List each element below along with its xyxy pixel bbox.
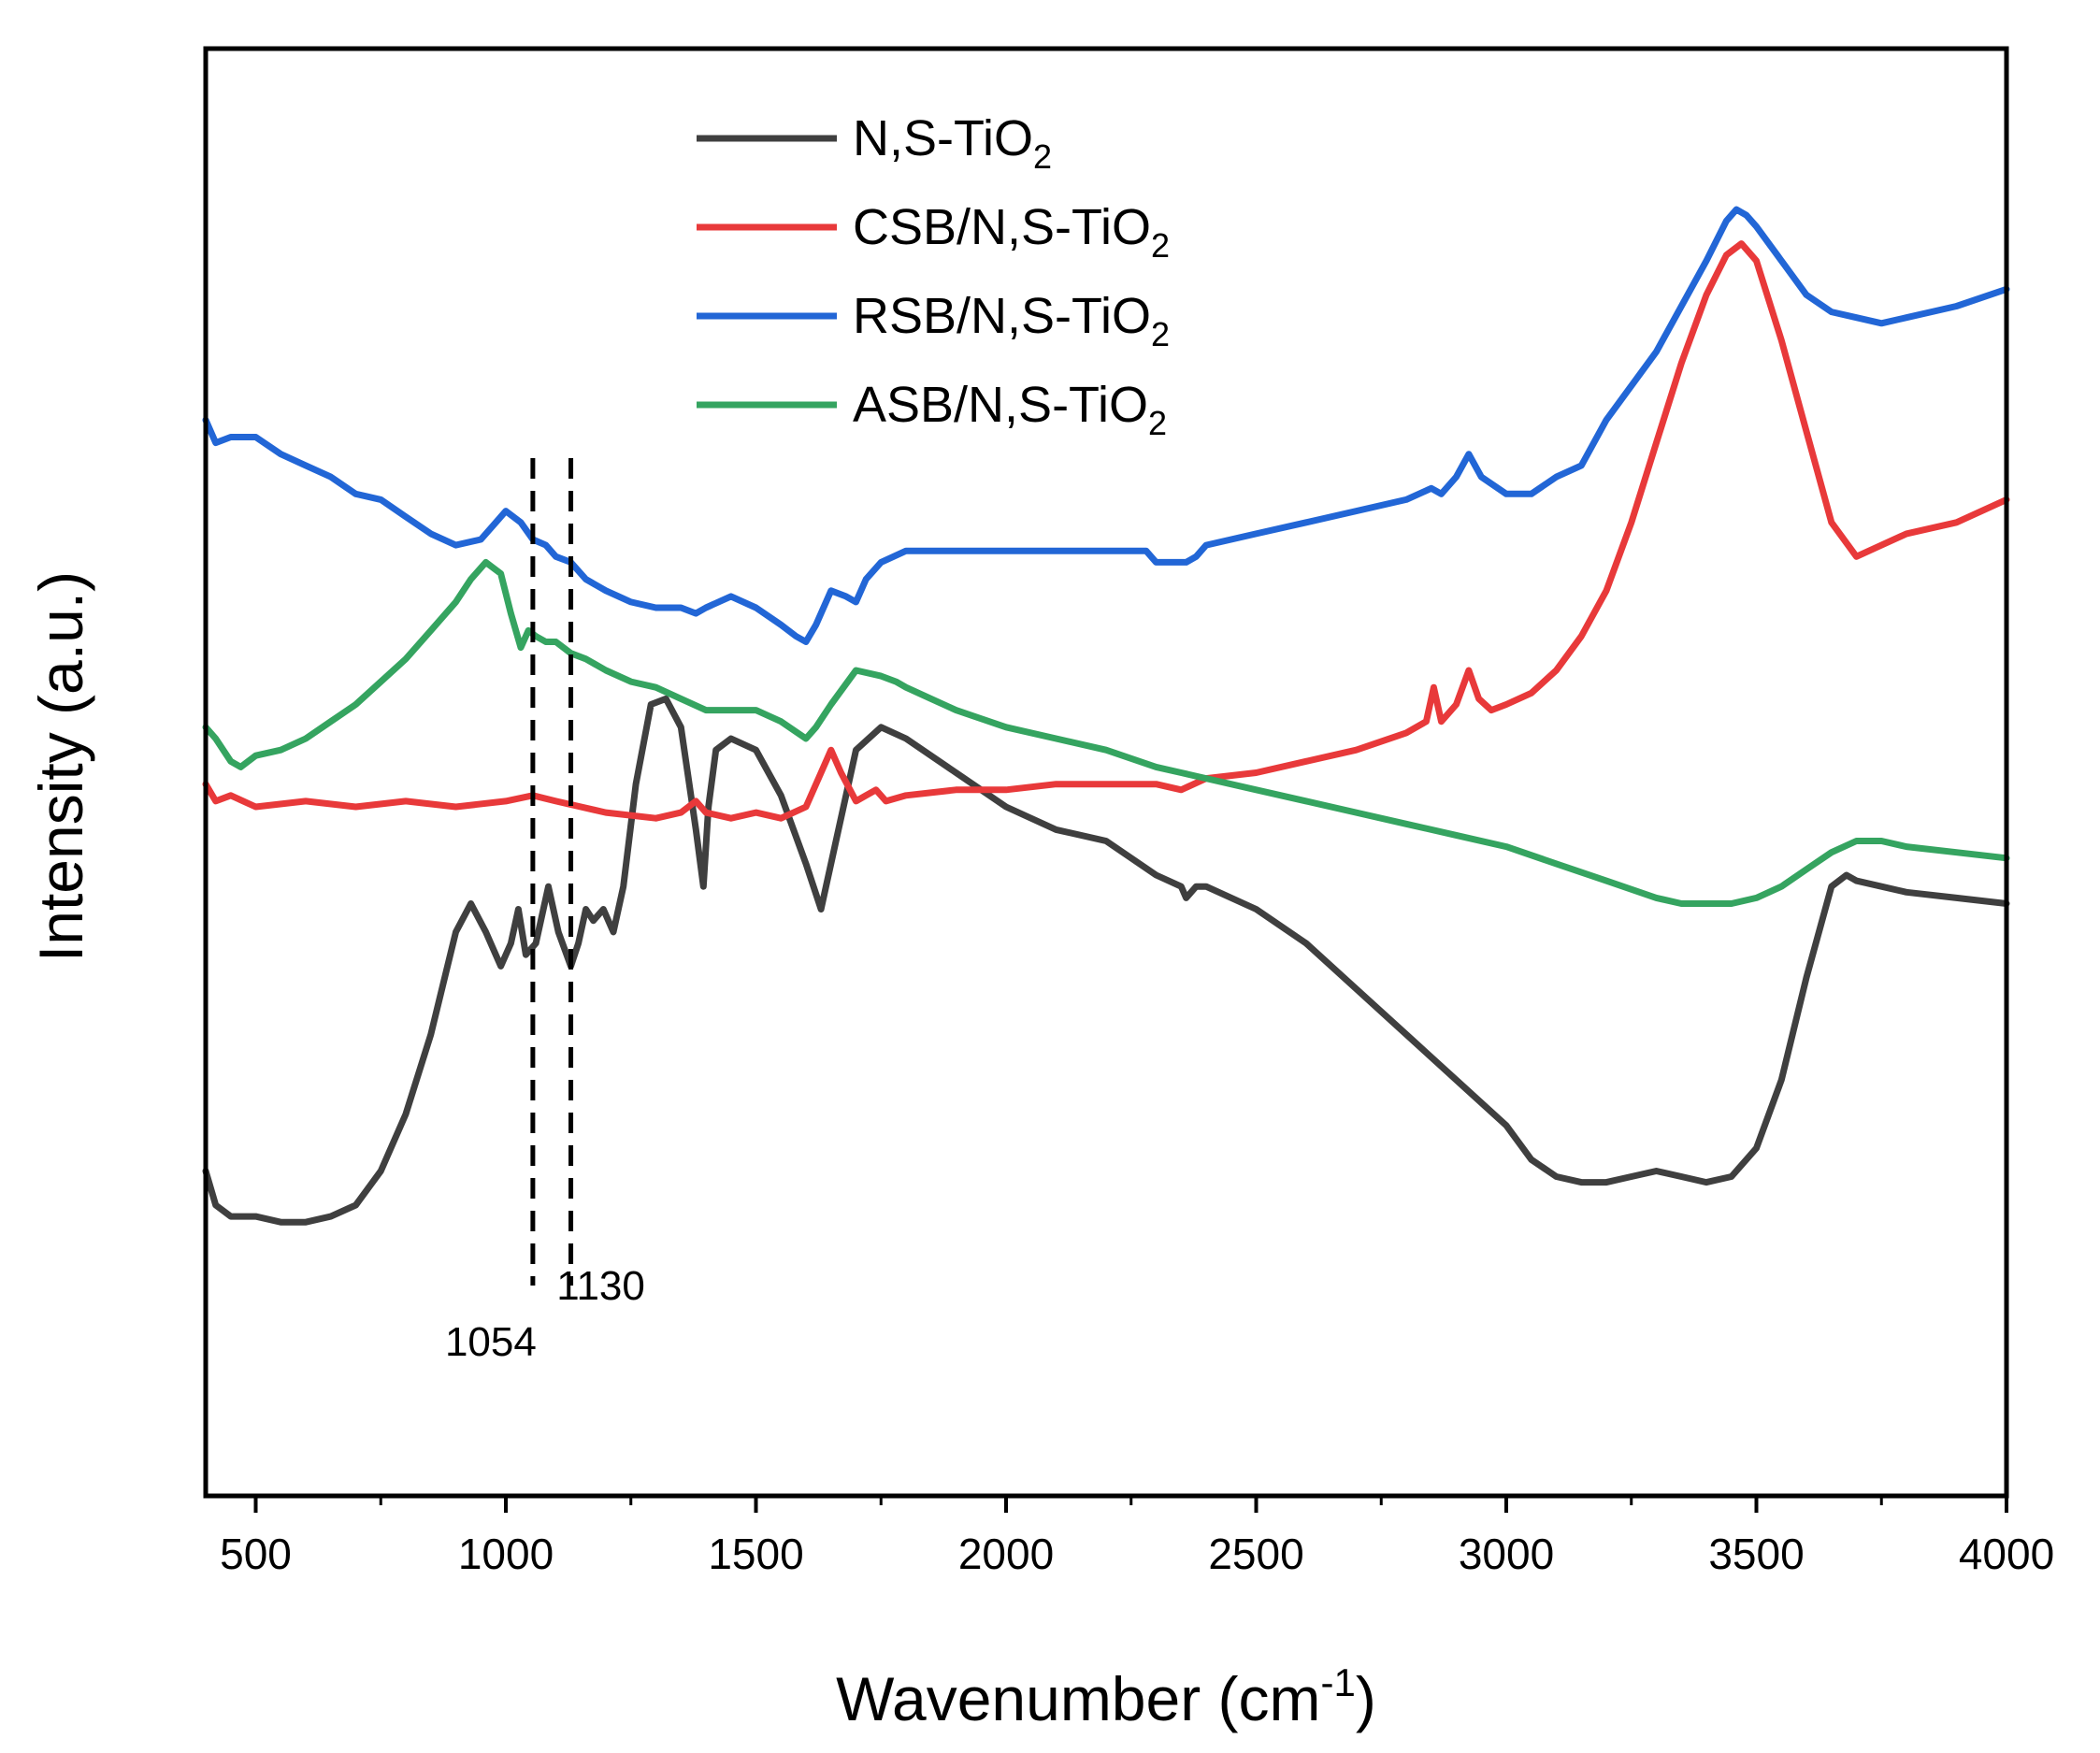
x-axis-title: Wavenumber (cm-1) [836,1660,1376,1733]
legend: N,S-TiO2CSB/N,S-TiO2RSB/N,S-TiO2ASB/N,S-… [697,110,1170,442]
x-axis-title-main: Wavenumber (cm [836,1664,1320,1733]
legend-label-subscript: 2 [1151,315,1170,353]
legend-label-4: ASB/N,S-TiO2 [853,377,1167,442]
x-tick-label: 1000 [458,1530,554,1578]
legend-label-main: N,S-TiO [853,110,1033,166]
x-axis-title-close: ) [1356,1664,1376,1733]
plot-frame [203,46,2009,1499]
x-tick-label: 4000 [1959,1530,2054,1578]
x-tick-label: 2000 [958,1530,1054,1578]
legend-label-subscript: 2 [1151,226,1170,265]
legend-label-subscript: 2 [1148,404,1167,442]
legend-label-main: ASB/N,S-TiO [853,377,1148,433]
series-line-2 [202,240,2010,822]
x-axis-title-superscript: -1 [1321,1660,1356,1704]
annotation-label-1130: 1130 [556,1263,645,1309]
legend-label-2: CSB/N,S-TiO2 [853,199,1170,265]
legend-label-main: CSB/N,S-TiO [853,199,1151,255]
legend-label-main: RSB/N,S-TiO [853,288,1151,344]
series-line-1 [202,695,2010,1226]
y-axis-title: Intensity (a.u.) [26,571,95,962]
annotation-label-1054: 1054 [445,1319,537,1365]
series-line-3 [202,206,2010,645]
x-tick-label: 2500 [1208,1530,1303,1578]
legend-label-subscript: 2 [1033,137,1052,176]
x-axis: 500 1000 1500 2000 2500 3000 3500 4000 [220,1496,2054,1578]
series-layer [202,206,2010,1226]
x-tick-label: 3500 [1708,1530,1804,1578]
annotation-layer: 1054 1130 [445,458,645,1365]
series-line-4 [202,558,2010,907]
x-tick-label: 500 [220,1530,292,1578]
x-tick-label: 3000 [1459,1530,1554,1578]
x-tick-label: 1500 [708,1530,803,1578]
legend-label-1: N,S-TiO2 [853,110,1052,176]
legend-label-3: RSB/N,S-TiO2 [853,288,1170,353]
